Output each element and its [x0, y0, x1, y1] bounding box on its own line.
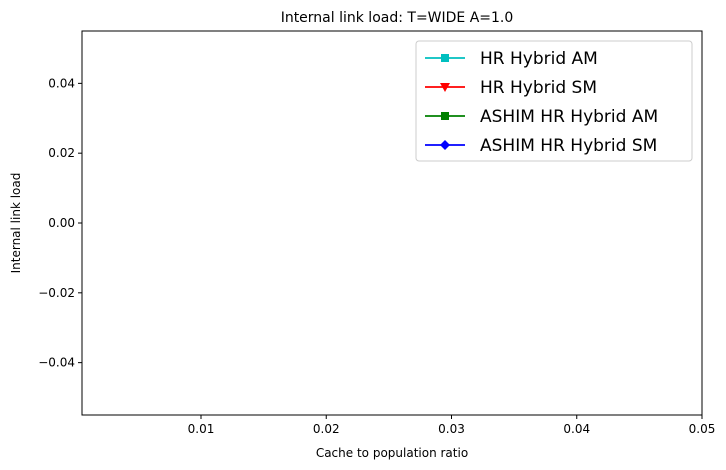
legend-label: HR Hybrid AM	[480, 49, 598, 69]
y-tick-label: −0.04	[38, 356, 75, 370]
x-tick-label: 0.04	[563, 422, 590, 436]
legend-marker	[440, 140, 450, 150]
chart-title: Internal link load: T=WIDE A=1.0	[281, 10, 514, 26]
legend-marker	[440, 83, 450, 92]
legend-marker	[441, 112, 449, 120]
legend: HR Hybrid AM HR Hybrid SM ASHIM HR Hybrid …	[415, 40, 693, 162]
legend-label: HR Hybrid SM	[480, 78, 597, 98]
x-tick-label: 0.03	[438, 422, 465, 436]
y-tick-label: 0.02	[48, 146, 75, 160]
legend-marker	[441, 54, 449, 62]
y-tick-label: 0.04	[48, 76, 75, 90]
legend-label: ASHIM HR Hybrid SM	[480, 136, 657, 156]
y-axis-label: Internal link load	[9, 173, 23, 274]
y-tick-label: −0.02	[38, 286, 75, 300]
y-tick-label: 0.00	[48, 216, 75, 230]
y-axis: −0.04 −0.02 0.00 0.02 0.04	[38, 76, 82, 370]
x-tick-label: 0.05	[689, 422, 716, 436]
x-tick-label: 0.01	[188, 422, 215, 436]
x-tick-label: 0.02	[313, 422, 340, 436]
legend-label: ASHIM HR Hybrid AM	[480, 107, 658, 127]
x-axis: 0.01 0.02 0.03 0.04 0.05	[188, 415, 716, 436]
x-axis-label: Cache to population ratio	[316, 446, 468, 460]
legend-frame	[415, 40, 693, 162]
